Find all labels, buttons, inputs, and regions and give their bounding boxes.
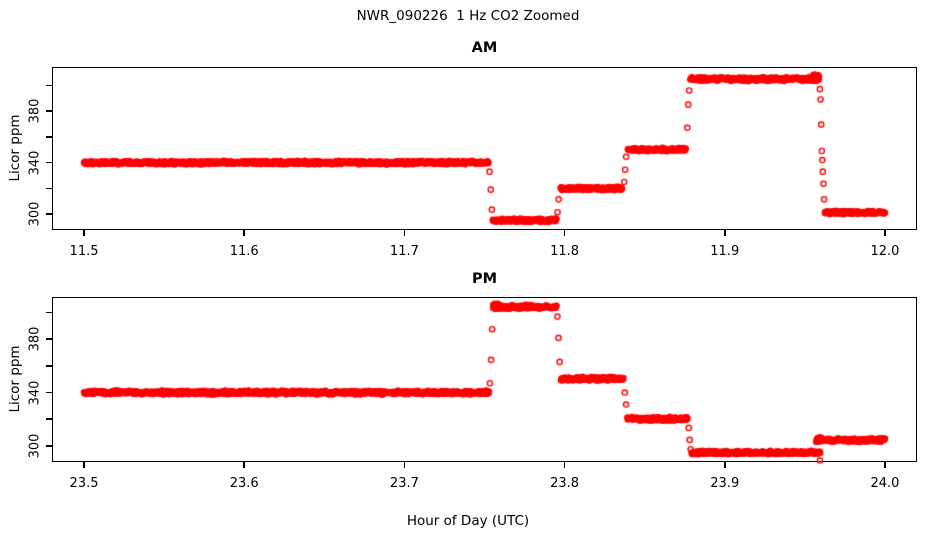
y-axis-tick bbox=[46, 136, 52, 138]
y-axis-tick bbox=[46, 110, 52, 112]
x-axis-tick bbox=[563, 230, 566, 236]
y-axis-tick bbox=[46, 365, 52, 367]
y-axis-tick bbox=[46, 84, 52, 87]
x-axis-tick bbox=[403, 462, 406, 468]
x-axis-tick bbox=[403, 230, 406, 236]
x-tick-label: 12.0 bbox=[870, 244, 900, 259]
y-axis-tick bbox=[46, 391, 52, 394]
x-tick-label: 11.7 bbox=[389, 244, 419, 259]
x-axis-tick bbox=[83, 462, 85, 468]
y-axis-tick bbox=[46, 213, 52, 215]
pm-y-axis-label: Licor ppm bbox=[7, 345, 23, 413]
y-axis-tick bbox=[46, 187, 52, 190]
panel-title-am: AM bbox=[471, 40, 498, 56]
x-axis-tick bbox=[243, 462, 245, 468]
x-tick-label: 11.5 bbox=[69, 244, 99, 259]
x-tick-label: 23.7 bbox=[389, 476, 419, 491]
x-tick-label: 23.6 bbox=[229, 476, 259, 491]
y-tick-label: 380 bbox=[27, 326, 43, 352]
x-axis-tick bbox=[724, 230, 726, 236]
x-axis-tick bbox=[724, 462, 726, 468]
am-plot-box bbox=[52, 67, 917, 230]
x-tick-label: 11.9 bbox=[710, 244, 740, 259]
x-tick-label: 24.0 bbox=[870, 476, 900, 491]
y-tick-label: 300 bbox=[27, 201, 43, 227]
y-axis-tick bbox=[46, 445, 52, 447]
x-axis-label: Hour of Day (UTC) bbox=[406, 513, 530, 529]
y-axis-tick bbox=[46, 338, 52, 340]
y-tick-label: 380 bbox=[27, 98, 43, 124]
y-axis-tick bbox=[46, 161, 52, 164]
am-y-axis-label: Licor ppm bbox=[7, 114, 23, 182]
x-tick-label: 23.5 bbox=[69, 476, 99, 491]
pm-plot-box bbox=[52, 297, 917, 462]
x-tick-label: 11.6 bbox=[229, 244, 259, 259]
figure-title: NWR_090226 1 Hz CO2 Zoomed bbox=[356, 8, 580, 24]
y-tick-label: 340 bbox=[27, 150, 43, 176]
x-axis-tick bbox=[884, 462, 886, 468]
y-axis-tick bbox=[46, 418, 52, 420]
y-tick-label: 340 bbox=[27, 380, 43, 405]
x-tick-label: 23.8 bbox=[550, 476, 580, 491]
panel-title-pm: PM bbox=[471, 271, 498, 287]
x-tick-label: 23.9 bbox=[710, 476, 740, 491]
x-axis-tick bbox=[243, 230, 245, 236]
y-axis-tick bbox=[46, 311, 52, 314]
x-axis-tick bbox=[563, 462, 566, 468]
x-axis-tick bbox=[884, 230, 886, 236]
x-axis-tick bbox=[83, 230, 85, 236]
x-tick-label: 11.8 bbox=[550, 244, 580, 259]
y-tick-label: 300 bbox=[27, 433, 43, 459]
